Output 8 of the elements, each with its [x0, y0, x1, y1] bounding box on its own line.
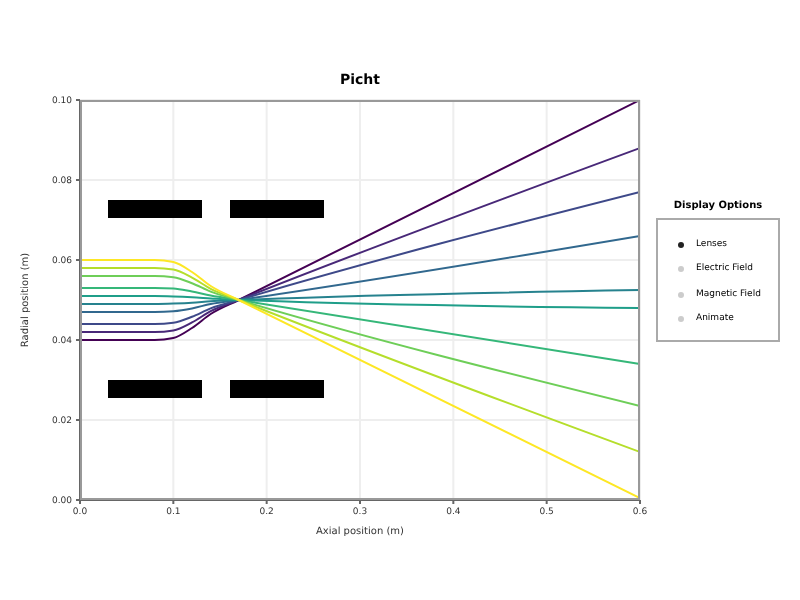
- line-series: [80, 267, 640, 453]
- line-series: [80, 295, 640, 309]
- line-series: [80, 275, 640, 407]
- line-series: [80, 191, 640, 325]
- line-series: [80, 235, 640, 313]
- line-series: [80, 147, 640, 333]
- line-series: [80, 287, 640, 365]
- line-series: [80, 289, 640, 305]
